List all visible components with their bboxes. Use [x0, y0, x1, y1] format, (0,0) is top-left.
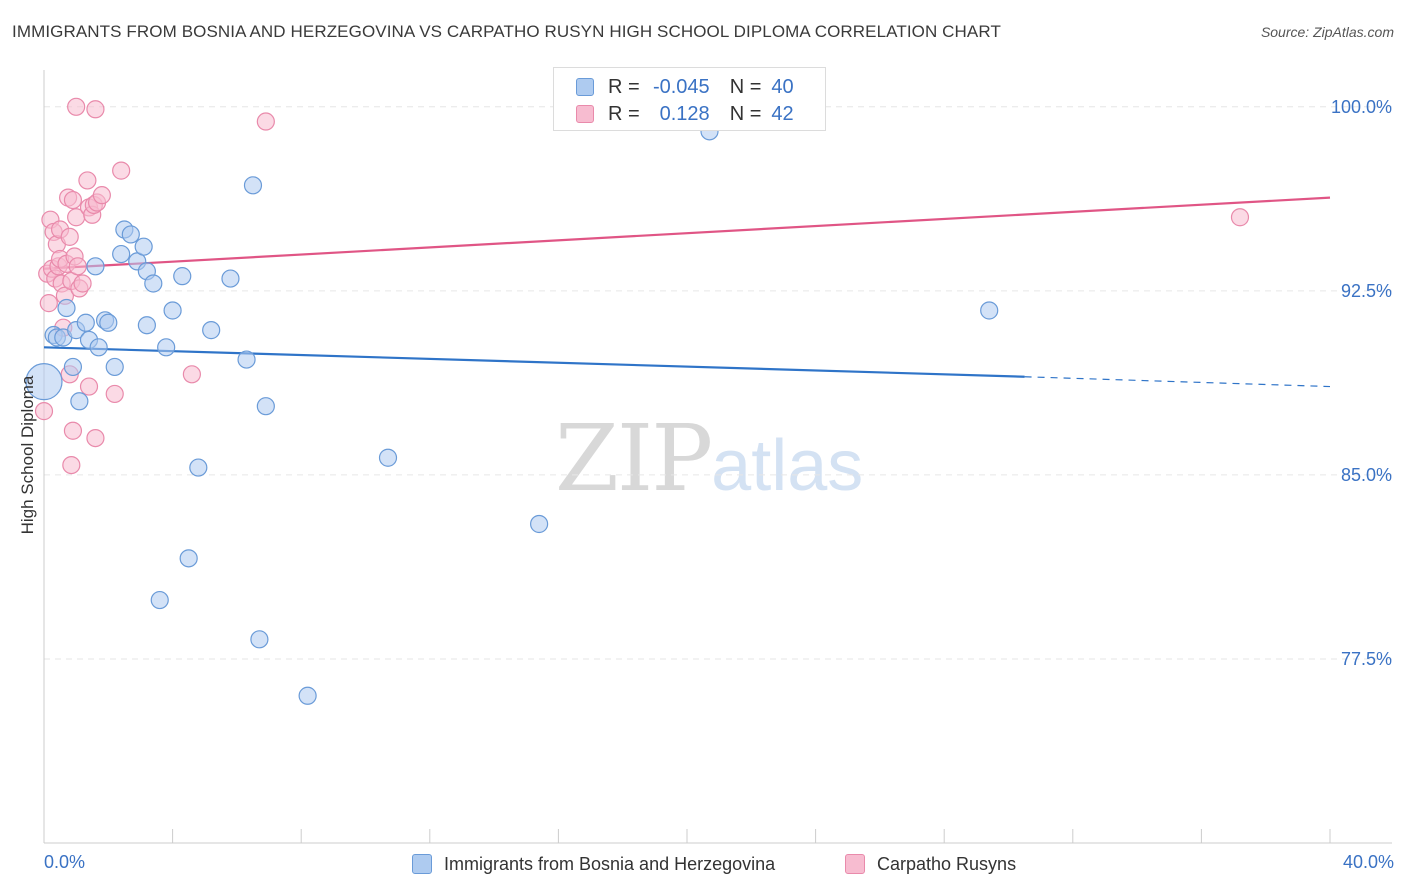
- legend-n-label: N =: [729, 102, 762, 125]
- data-point-bosnia: [173, 267, 192, 286]
- legend-r-value-series1: -0.045: [652, 75, 710, 98]
- data-point-carpatho-rusyns: [68, 257, 87, 276]
- y-tick-labels: 77.5% 85.0% 92.5% 100.0%: [1331, 97, 1392, 669]
- bottom-legend-label-series2: Carpatho Rusyns: [877, 853, 1017, 874]
- data-point-carpatho-rusyns: [1230, 208, 1250, 227]
- data-point-bosnia: [980, 301, 999, 320]
- legend-n-value-series2: 42: [771, 102, 794, 125]
- y-tick-label: 100.0%: [1331, 97, 1392, 117]
- data-point-bosnia: [134, 237, 153, 256]
- data-point-bosnia: [243, 176, 263, 195]
- bottom-legend-swatch-blue: [412, 854, 432, 874]
- bottom-legend-swatch-pink: [845, 854, 865, 874]
- data-point-bosnia: [76, 313, 95, 332]
- data-point-bosnia: [163, 301, 182, 320]
- legend-swatch-blue: [576, 78, 594, 96]
- data-point-bosnia: [86, 257, 105, 276]
- data-point-carpatho-rusyns: [63, 421, 83, 440]
- data-point-bosnia: [63, 357, 83, 377]
- data-point-carpatho-rusyns: [62, 455, 81, 475]
- data-point-bosnia: [221, 269, 240, 288]
- legend-r-label: R =: [608, 75, 640, 98]
- data-point-bosnia: [530, 514, 549, 534]
- data-point-carpatho-rusyns: [79, 377, 99, 396]
- source-label: Source: ZipAtlas.com: [1260, 24, 1394, 40]
- x-tick-label-min: 0.0%: [44, 852, 86, 872]
- data-point-bosnia: [99, 313, 118, 332]
- data-point-bosnia: [57, 298, 76, 318]
- data-point-bosnia: [112, 244, 131, 264]
- data-point-carpatho-rusyns: [256, 112, 275, 131]
- data-point-bosnia: [144, 274, 163, 293]
- data-point-bosnia: [89, 338, 108, 357]
- axes: [43, 70, 1392, 844]
- data-point-carpatho-rusyns: [86, 428, 105, 448]
- legend-r-label: R =: [608, 102, 640, 125]
- legend-n-label: N =: [729, 75, 762, 98]
- data-point-bosnia: [137, 316, 156, 335]
- data-point-bosnia: [378, 448, 398, 467]
- trend-line-bosnia-extrapolated: [1024, 376, 1331, 388]
- bottom-legend-series1: Immigrants from Bosnia and Herzegovina: [412, 852, 775, 876]
- data-point-bosnia: [298, 686, 317, 705]
- data-point-bosnia: [70, 392, 89, 411]
- trend-line-carpatho-rusyns: [43, 196, 1331, 270]
- data-point-carpatho-rusyns: [78, 171, 97, 190]
- data-point-bosnia: [256, 397, 275, 416]
- data-point-carpatho-rusyns: [112, 161, 131, 180]
- x-tick-label-max: 40.0%: [1342, 852, 1394, 872]
- data-point-bosnia: [250, 630, 269, 649]
- legend-row-series2: R = 0.128 N = 42: [576, 102, 794, 126]
- data-point-carpatho-rusyns: [63, 190, 83, 210]
- y-tick-label: 85.0%: [1341, 465, 1392, 485]
- data-point-bosnia: [105, 357, 124, 377]
- bottom-legend-label-series1: Immigrants from Bosnia and Herzegovina: [444, 853, 776, 874]
- data-point-bosnia: [179, 549, 198, 568]
- data-points: [25, 97, 1250, 705]
- chart-title: IMMIGRANTS FROM BOSNIA AND HERZEGOVINA V…: [12, 22, 1001, 41]
- legend-n-value-series1: 40: [771, 75, 794, 98]
- data-point-bosnia: [25, 363, 63, 401]
- data-point-bosnia: [237, 350, 256, 369]
- data-point-carpatho-rusyns: [39, 294, 58, 313]
- data-point-bosnia: [121, 225, 140, 244]
- y-tick-label: 92.5%: [1341, 281, 1392, 301]
- trend-lines: [43, 196, 1331, 388]
- data-point-carpatho-rusyns: [34, 402, 54, 421]
- legend-r-value-series2: 0.128: [659, 102, 710, 125]
- data-point-bosnia: [150, 590, 169, 610]
- data-point-bosnia: [202, 321, 221, 340]
- bottom-legend-series2: Carpatho Rusyns: [845, 852, 1016, 876]
- correlation-legend: R = -0.045 N = 40 R = 0.128 N = 42: [553, 67, 826, 131]
- data-point-bosnia: [157, 338, 176, 357]
- data-point-carpatho-rusyns: [105, 384, 124, 404]
- data-point-carpatho-rusyns: [67, 97, 86, 116]
- data-point-carpatho-rusyns: [73, 274, 92, 293]
- data-point-carpatho-rusyns: [92, 186, 111, 205]
- data-point-carpatho-rusyns: [60, 227, 79, 246]
- data-point-bosnia: [189, 458, 208, 477]
- legend-swatch-pink: [576, 105, 594, 123]
- legend-row-series1: R = -0.045 N = 40: [576, 75, 794, 99]
- y-tick-label: 77.5%: [1341, 649, 1392, 669]
- data-point-carpatho-rusyns: [182, 365, 201, 384]
- trend-line-bosnia: [43, 346, 1025, 378]
- data-point-carpatho-rusyns: [86, 100, 105, 119]
- y-axis-label: High School Diploma: [18, 375, 37, 535]
